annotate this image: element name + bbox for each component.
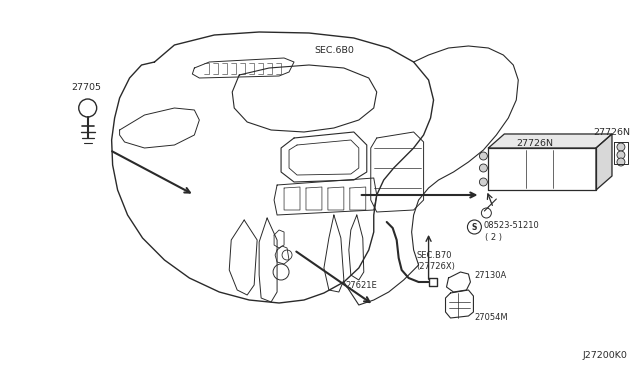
Circle shape	[479, 164, 488, 172]
Polygon shape	[488, 134, 612, 148]
Text: 27130A: 27130A	[474, 270, 507, 279]
Text: ( 2 ): ( 2 )	[485, 232, 502, 241]
Circle shape	[617, 143, 625, 151]
Circle shape	[617, 151, 625, 159]
Text: 27054M: 27054M	[474, 314, 508, 323]
Text: 27621E: 27621E	[345, 280, 377, 289]
Text: SEC.6B0: SEC.6B0	[314, 45, 354, 55]
Text: J27200K0: J27200K0	[583, 350, 628, 359]
Text: 27726N: 27726N	[593, 128, 630, 137]
Text: 27726N: 27726N	[516, 139, 554, 148]
Circle shape	[467, 220, 481, 234]
Text: (27726X): (27726X)	[417, 263, 456, 272]
Text: 27705: 27705	[72, 83, 102, 92]
Text: S: S	[472, 222, 477, 231]
Text: SEC.B70: SEC.B70	[417, 250, 452, 260]
Circle shape	[479, 178, 488, 186]
Text: 08523-51210: 08523-51210	[483, 221, 539, 230]
Circle shape	[479, 152, 488, 160]
Polygon shape	[596, 134, 612, 190]
Circle shape	[617, 158, 625, 166]
